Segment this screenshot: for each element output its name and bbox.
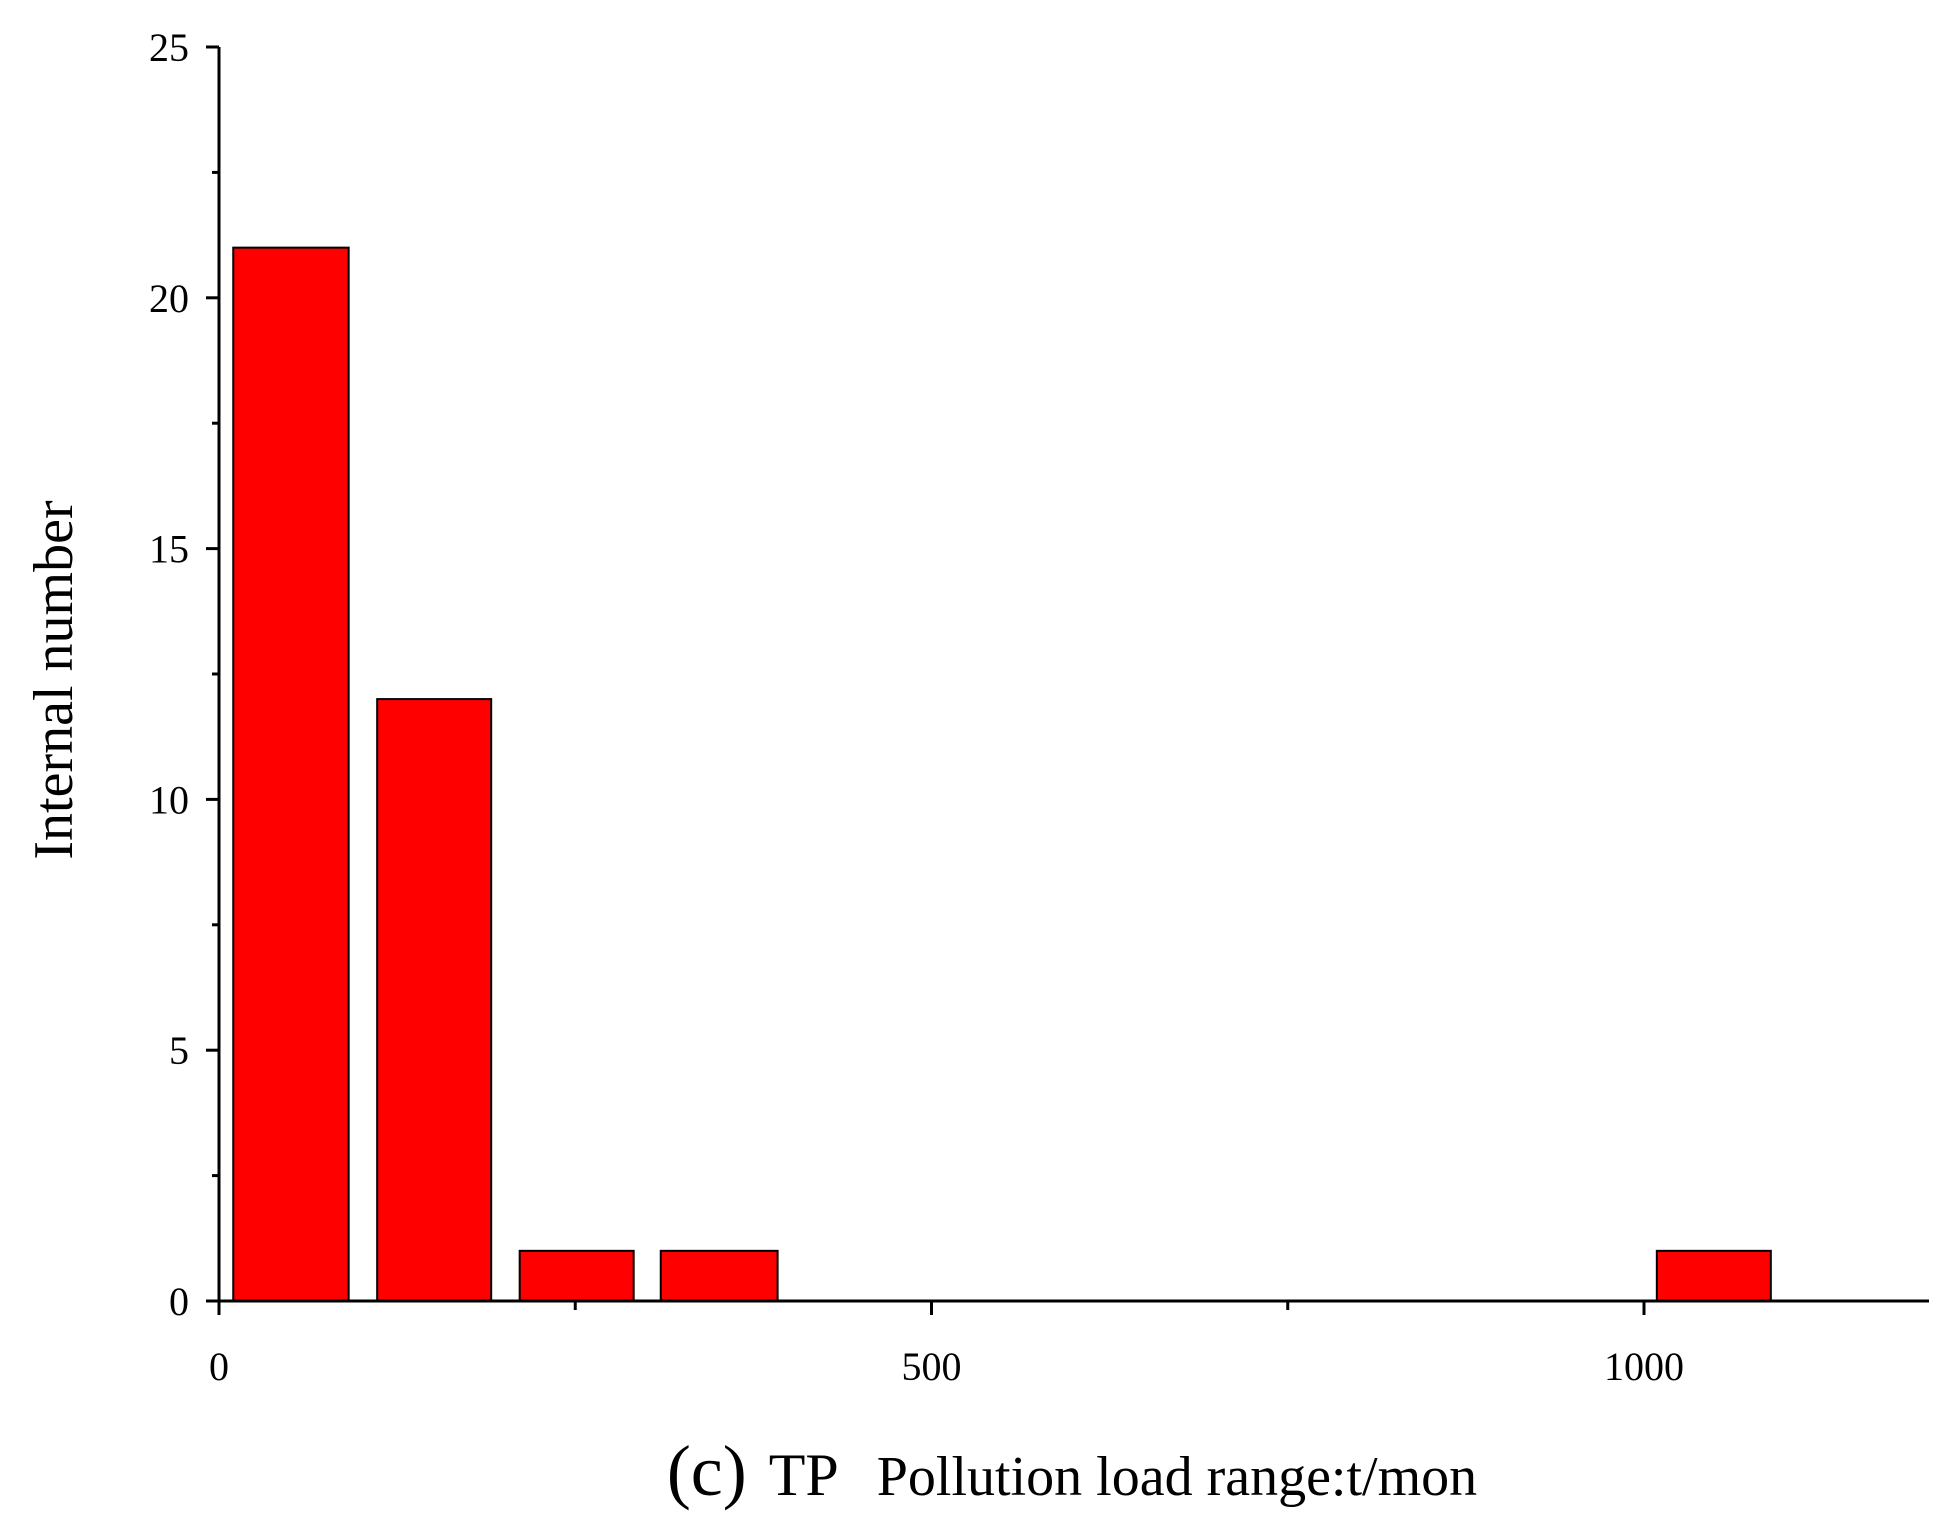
bar-1	[232, 246, 350, 1302]
y-tick-label: 5	[169, 1028, 189, 1073]
x-tick-label: 500	[902, 1344, 962, 1389]
x-axis-panel-label: (c)	[667, 1431, 747, 1511]
y-tick-label: 0	[169, 1279, 189, 1324]
x-tick-label: 1000	[1604, 1344, 1684, 1389]
y-tick-label: 25	[149, 25, 189, 70]
bars-layer	[232, 246, 1772, 1302]
y-tick-label: 15	[149, 527, 189, 572]
y-tick-label: 20	[149, 276, 189, 321]
x-axis-label-text: Pollution load range:t/mon	[877, 1446, 1477, 1508]
ticks-layer: 0 5 10 15 20 25 0 500 1000	[149, 25, 1684, 1389]
x-axis-title: (c) TP Pollution load range:t/mon	[667, 1431, 1477, 1511]
bar-3	[518, 1249, 635, 1302]
y-axis-title: Internal number	[23, 500, 85, 860]
bar-4	[659, 1249, 779, 1302]
x-axis-variable-label: TP	[769, 1442, 839, 1508]
labels-layer: Internal number (c) TP Pollution load rang…	[23, 500, 1477, 1511]
bar-5	[1655, 1249, 1772, 1302]
bar-2	[376, 698, 493, 1302]
y-tick-label: 10	[149, 777, 189, 822]
x-tick-label: 0	[209, 1344, 229, 1389]
